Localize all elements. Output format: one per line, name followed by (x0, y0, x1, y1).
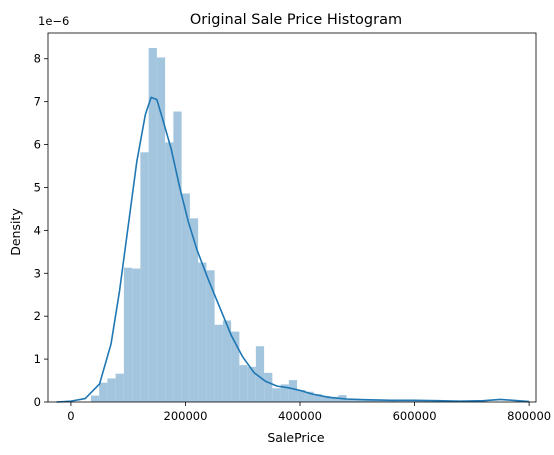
histogram-bar (379, 400, 388, 402)
histogram-bar (280, 384, 289, 402)
histogram-bar (247, 366, 256, 402)
histogram-bar (206, 270, 215, 402)
histogram-bar (132, 268, 141, 402)
histogram-bar (90, 395, 100, 402)
histogram-bar (173, 111, 182, 403)
histogram-bar (123, 267, 133, 402)
histogram-bar (222, 320, 232, 402)
histogram-bar (165, 142, 174, 402)
histogram-bar (255, 346, 265, 402)
histogram-bar (404, 401, 413, 402)
kde-layer (56, 96, 530, 403)
histogram-bar (354, 399, 364, 402)
x-tick-label: 0 (67, 409, 74, 423)
histogram-bar (272, 388, 281, 402)
x-axis-ticks: 0 200000 400000 600000 800000 (67, 402, 551, 423)
histogram-bar (297, 389, 306, 402)
axes-frame (47, 32, 537, 403)
x-tick-label: 800000 (507, 409, 551, 423)
histogram-bar (330, 396, 339, 402)
plot-frame (47, 32, 537, 403)
histogram-bar (363, 400, 372, 402)
histogram-bar (346, 399, 355, 402)
y-tick-label: 8 (34, 52, 41, 66)
histogram-bar (313, 394, 322, 402)
y-tick-label: 6 (34, 138, 41, 152)
histogram-bar (231, 331, 240, 402)
histogram-bar (107, 378, 116, 402)
histogram-bar (371, 400, 380, 402)
y-axis-ticks: 0 1 2 3 4 5 6 7 8 (34, 52, 48, 409)
x-tick-label: 400000 (278, 409, 322, 423)
y-tick-label: 4 (34, 223, 41, 237)
x-tick-label: 200000 (164, 409, 208, 423)
histogram-bar (115, 373, 124, 402)
y-tick-label: 3 (34, 266, 41, 280)
x-axis-label: SalePrice (267, 430, 325, 445)
y-tick-label: 7 (34, 95, 41, 109)
x-tick-label: 600000 (393, 409, 437, 423)
histogram-bar (305, 391, 314, 402)
histogram-bar (214, 324, 223, 402)
histogram-bar (198, 262, 207, 402)
chart-title: Original Sale Price Histogram (190, 12, 402, 28)
histogram-bars (90, 48, 487, 403)
histogram-bar (420, 401, 430, 402)
histogram-bar (396, 401, 405, 402)
y-tick-label: 5 (34, 180, 41, 194)
histogram-bar (239, 365, 248, 402)
y-tick-label: 1 (34, 352, 41, 366)
kde-curve (56, 96, 530, 403)
histogram-bar (478, 401, 487, 402)
histogram-bar (181, 193, 190, 402)
histogram-bar (99, 382, 108, 402)
y-tick-label: 0 (34, 395, 41, 409)
histogram-bar (189, 218, 199, 402)
histogram-bar (412, 400, 421, 402)
histogram-bar (140, 152, 149, 402)
histogram-bar (288, 380, 298, 402)
histogram-bar (156, 57, 166, 403)
histogram-bar (264, 372, 273, 402)
y-tick-label: 2 (34, 309, 41, 323)
histogram-bar (321, 395, 331, 402)
y-axis-label: Density (8, 208, 23, 256)
histogram-bar (148, 48, 157, 403)
y-offset-text: 1e−6 (38, 14, 69, 28)
